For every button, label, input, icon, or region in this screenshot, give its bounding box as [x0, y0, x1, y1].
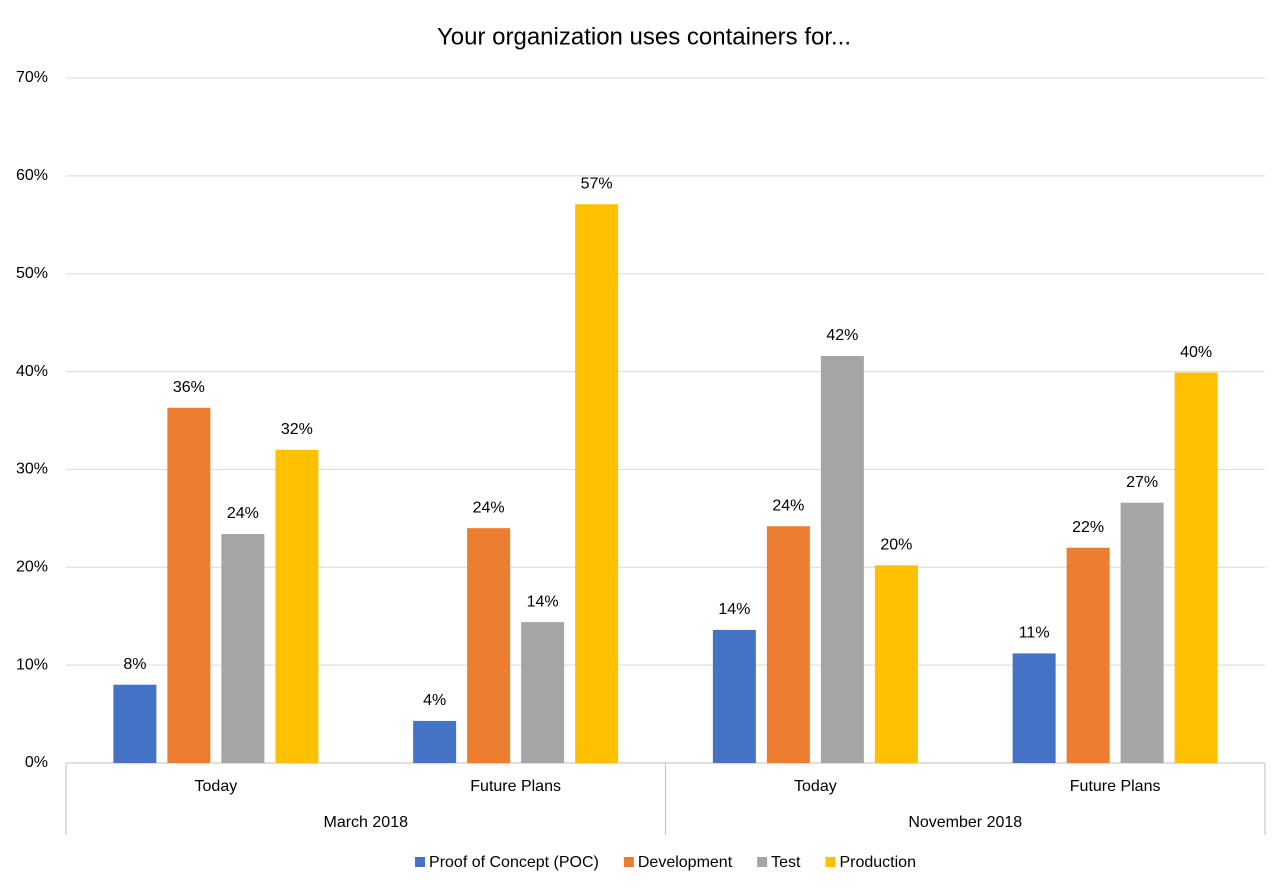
bar	[221, 534, 265, 763]
legend-swatch	[825, 857, 836, 867]
value-label: 24%	[473, 499, 505, 516]
y-tick-label: 30%	[16, 461, 48, 478]
legend-label: Proof of Concept (POC)	[429, 854, 599, 871]
y-tick-label: 20%	[16, 559, 48, 576]
value-label: 24%	[227, 505, 259, 522]
value-label: 57%	[581, 175, 613, 192]
value-label: 24%	[772, 497, 804, 514]
legend-swatch	[415, 857, 426, 867]
bar	[874, 565, 918, 763]
x-tick-label: Future Plans	[470, 778, 561, 795]
value-label: 20%	[880, 537, 912, 554]
bar	[413, 720, 457, 763]
bar	[766, 526, 810, 763]
value-label: 40%	[1180, 344, 1212, 361]
value-label: 4%	[423, 692, 446, 709]
value-label: 27%	[1126, 474, 1158, 491]
bar	[575, 204, 619, 763]
value-label: 42%	[826, 327, 858, 344]
y-tick-label: 10%	[16, 656, 48, 673]
bar	[467, 528, 511, 763]
bar	[113, 684, 157, 763]
bar	[521, 622, 565, 763]
bar	[820, 355, 864, 763]
bar	[1174, 372, 1218, 763]
legend-label: Production	[839, 854, 916, 871]
x-tick-label: Today	[794, 778, 837, 795]
x-tick-label: Future Plans	[1070, 778, 1161, 795]
y-tick-label: 60%	[16, 167, 48, 184]
legend-swatch	[623, 857, 634, 867]
chart-title: Your organization uses containers for...	[437, 23, 851, 50]
y-tick-label: 70%	[16, 69, 48, 86]
value-label: 22%	[1072, 519, 1104, 536]
bar	[712, 629, 756, 763]
bar	[1066, 547, 1110, 763]
legend-label: Test	[771, 854, 801, 871]
legend-label: Development	[638, 854, 733, 871]
bar	[275, 449, 319, 763]
y-tick-label: 0%	[25, 754, 48, 771]
group-label: November 2018	[908, 814, 1022, 831]
value-label: 36%	[173, 379, 205, 396]
y-tick-label: 40%	[16, 363, 48, 380]
y-tick-label: 50%	[16, 265, 48, 282]
value-label: 14%	[718, 601, 750, 618]
value-label: 14%	[527, 593, 559, 610]
bar	[167, 407, 211, 763]
value-label: 11%	[1019, 625, 1050, 642]
value-label: 8%	[123, 656, 146, 673]
x-tick-label: Today	[195, 778, 238, 795]
group-label: March 2018	[324, 814, 409, 831]
value-label: 32%	[281, 421, 313, 438]
legend-swatch	[757, 857, 768, 867]
bar	[1012, 653, 1056, 763]
bar	[1120, 502, 1164, 763]
